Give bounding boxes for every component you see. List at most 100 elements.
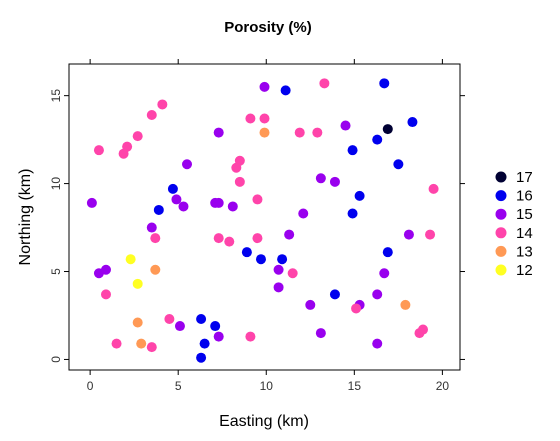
- data-point: [414, 328, 425, 339]
- legend-swatch: [495, 264, 507, 276]
- data-point: [132, 317, 143, 328]
- data-point: [182, 159, 193, 170]
- y-tick-label: 0: [49, 356, 63, 363]
- data-point: [234, 176, 245, 187]
- data-point: [213, 331, 224, 342]
- data-point: [280, 85, 291, 96]
- y-tick-label: 10: [49, 177, 63, 191]
- legend-label: 14: [516, 225, 533, 242]
- legend-swatch: [495, 227, 507, 239]
- legend-label: 15: [516, 206, 533, 223]
- data-point: [227, 201, 238, 212]
- data-point: [294, 127, 305, 138]
- data-point: [252, 233, 263, 244]
- data-point: [347, 208, 358, 219]
- x-axis: 0 5 10 15 20: [87, 59, 450, 393]
- data-point: [329, 289, 340, 300]
- data-point: [157, 99, 168, 110]
- data-point: [136, 338, 147, 349]
- data-point: [150, 264, 161, 275]
- data-point: [403, 229, 414, 240]
- data-point: [146, 342, 157, 353]
- x-tick-label: 0: [87, 379, 94, 393]
- data-point: [146, 110, 157, 120]
- data-point: [425, 229, 436, 240]
- data-point: [287, 268, 298, 279]
- legend-swatch: [495, 190, 507, 202]
- data-point: [252, 194, 263, 205]
- data-point: [351, 303, 362, 314]
- data-point: [86, 197, 97, 208]
- data-point: [111, 338, 122, 349]
- data-point: [400, 299, 411, 310]
- data-point: [259, 113, 270, 124]
- data-point: [241, 247, 252, 258]
- data-point: [150, 233, 161, 244]
- y-tick-label: 15: [49, 89, 63, 103]
- data-point: [329, 176, 340, 187]
- data-point: [273, 282, 284, 293]
- data-point: [428, 183, 439, 194]
- x-tick-label: 10: [260, 379, 274, 393]
- data-point: [319, 78, 330, 89]
- data-point: [340, 120, 351, 131]
- legend-label: 12: [516, 262, 533, 279]
- data-point: [213, 233, 224, 244]
- legend-swatch: [495, 208, 507, 220]
- data-point: [213, 127, 224, 138]
- chart-title: Porosity (%): [224, 19, 312, 36]
- legend-label: 16: [516, 188, 533, 205]
- data-point: [100, 289, 111, 300]
- data-point: [174, 321, 185, 332]
- data-point: [259, 81, 270, 92]
- y-axis-title: Northing (km): [17, 169, 34, 266]
- data-point: [273, 264, 284, 275]
- legend-swatch: [495, 171, 507, 183]
- data-point: [153, 204, 164, 215]
- data-point: [196, 352, 207, 363]
- data-point: [315, 328, 326, 339]
- data-point: [393, 159, 404, 170]
- data-point: [231, 162, 242, 173]
- legend-label: 17: [516, 169, 533, 186]
- y-axis: 0 5 10 15: [49, 89, 465, 363]
- x-tick-label: 15: [348, 379, 362, 393]
- data-point: [382, 247, 393, 258]
- data-point: [132, 131, 143, 142]
- data-point: [407, 117, 418, 128]
- data-point: [379, 268, 390, 279]
- data-point: [372, 338, 383, 349]
- data-point: [305, 299, 316, 310]
- x-tick-label: 5: [175, 379, 182, 393]
- data-point: [93, 145, 104, 156]
- data-point: [118, 148, 129, 159]
- data-point: [213, 197, 224, 208]
- x-tick-label: 20: [436, 379, 450, 393]
- data-point: [347, 145, 358, 156]
- data-point: [298, 208, 309, 219]
- data-point: [196, 314, 207, 324]
- data-point: [100, 264, 111, 275]
- data-point: [372, 289, 383, 300]
- plot-frame: [68, 63, 461, 371]
- data-point: [255, 254, 266, 265]
- data-point: [259, 127, 270, 138]
- data-point: [132, 278, 143, 289]
- legend-label: 13: [516, 243, 533, 260]
- data-point: [146, 222, 157, 233]
- data-point: [312, 127, 323, 138]
- data-point: [277, 254, 288, 265]
- data-point: [315, 173, 326, 184]
- data-point: [210, 321, 221, 332]
- data-point: [354, 190, 365, 201]
- legend-swatch: [495, 245, 507, 257]
- data-point: [245, 113, 256, 124]
- data-point: [224, 236, 235, 247]
- data-point: [372, 134, 383, 145]
- data-point: [284, 229, 295, 240]
- data-points: [86, 78, 439, 363]
- data-point: [382, 124, 393, 135]
